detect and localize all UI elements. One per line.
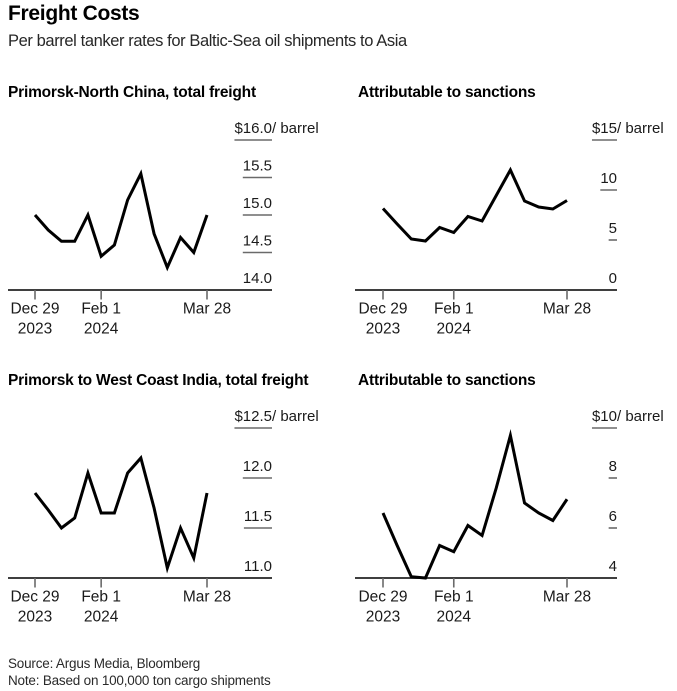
y-tick-label: 4 [609, 558, 617, 575]
x-tick-label: Feb 1 [81, 301, 121, 318]
y-tick-label: 14.0 [243, 270, 272, 287]
y-tick-label: $12.5 [234, 408, 272, 425]
chart-title: Primorsk to West Coast India, total frei… [8, 372, 309, 389]
y-axis-unit-suffix: / barrel [617, 408, 664, 425]
chart-title: Primorsk-North China, total freight [8, 84, 256, 101]
y-axis-unit-suffix: / barrel [272, 408, 319, 425]
x-tick-label: 2023 [18, 321, 52, 338]
x-tick-label: 2024 [84, 609, 119, 626]
y-tick-label: 15.0 [243, 195, 272, 212]
chart-west-india-attributable-to-sanctions: Attributable to sanctions Dec 29 2023 Feb … [338, 366, 677, 653]
x-tick-label: 2023 [366, 609, 400, 626]
x-tick-label: 2024 [437, 609, 472, 626]
chart-north-china-attributable-to-sanctions: Attributable to sanctions Dec 29 2023 Feb … [338, 78, 677, 365]
x-tick-label: 2024 [84, 321, 119, 338]
y-axis-unit-suffix: / barrel [617, 120, 664, 137]
x-tick-label: Mar 28 [543, 301, 591, 318]
chart-title: Attributable to sanctions [358, 84, 536, 101]
data-line [33, 454, 209, 574]
y-axis-unit-suffix: / barrel [272, 120, 319, 137]
figure-subtitle: Per barrel tanker rates for Baltic-Sea o… [8, 32, 407, 50]
source-line: Source: Argus Media, Bloomberg [8, 656, 201, 671]
y-tick-label: 11.0 [244, 558, 272, 575]
y-tick-label: 10 [600, 170, 617, 187]
data-line [381, 429, 569, 580]
chart-title: Attributable to sanctions [358, 372, 536, 389]
x-tick-label: 2023 [366, 321, 400, 338]
x-tick-label: Mar 28 [183, 589, 231, 606]
data-line [381, 166, 568, 243]
y-tick-label: 12.0 [243, 458, 272, 475]
y-tick-label: 11.5 [244, 508, 272, 525]
x-tick-label: Feb 1 [434, 301, 474, 318]
y-tick-label: $10 [592, 408, 617, 425]
x-tick-label: Dec 29 [10, 589, 59, 606]
y-tick-label: 15.5 [243, 158, 272, 175]
x-tick-label: 2023 [18, 609, 52, 626]
chart-primorsk-north-china-total-freight: Primorsk-North China, total freight Dec … [0, 78, 339, 365]
y-tick-label: 8 [609, 458, 617, 475]
x-tick-label: Dec 29 [10, 301, 59, 318]
figure-title: Freight Costs [8, 2, 140, 25]
chart-plot: Dec 29 2023 Feb 1 2024 Mar 28 $15/ barrel 10 5 0 [355, 120, 664, 338]
y-tick-label: $15 [592, 120, 617, 137]
x-tick-label: 2024 [437, 321, 472, 338]
chart-plot: Dec 29 2023 Feb 1 2024 Mar 28 $16.0/ barrel 15… [8, 120, 319, 338]
x-tick-label: Mar 28 [183, 301, 231, 318]
y-tick-label: 14.5 [243, 233, 272, 250]
chart-plot: Dec 29 2023 Feb 1 2024 Mar 28 $10/ barrel 8 6 4 [355, 408, 664, 626]
y-tick-label: 5 [609, 220, 617, 237]
data-line [33, 169, 209, 272]
chart-primorsk-west-coast-india-total-freight: Primorsk to West Coast India, total frei… [0, 366, 339, 653]
chart-plot: Dec 29 2023 Feb 1 2024 Mar 28 $12.5/ barrel 12… [8, 408, 319, 626]
y-tick-label: $16.0 [234, 120, 272, 137]
y-tick-label: 0 [609, 270, 617, 287]
x-tick-label: Mar 28 [543, 589, 591, 606]
x-tick-label: Feb 1 [81, 589, 121, 606]
y-tick-label: 6 [609, 508, 617, 525]
x-tick-label: Feb 1 [434, 589, 474, 606]
x-tick-label: Dec 29 [358, 301, 407, 318]
note-line: Note: Based on 100,000 ton cargo shipmen… [8, 673, 271, 688]
x-tick-label: Dec 29 [358, 589, 407, 606]
